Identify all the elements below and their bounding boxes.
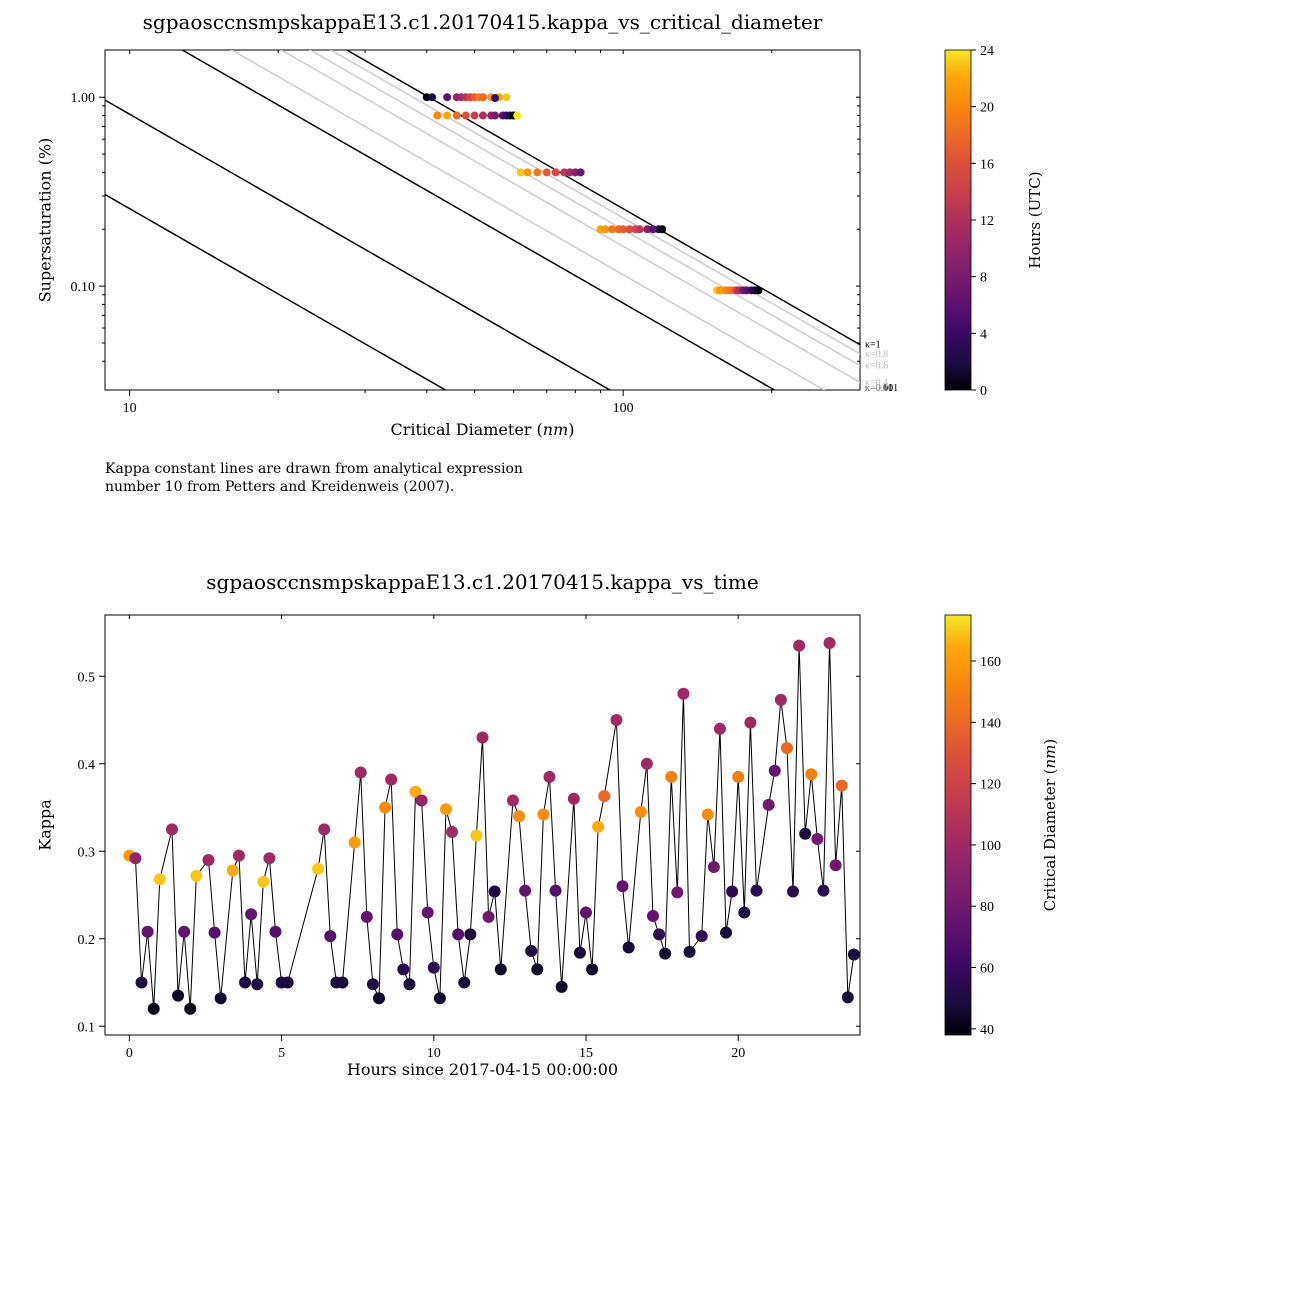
svg-text:40: 40 (980, 1023, 994, 1038)
svg-text:10: 10 (427, 1046, 441, 1061)
chart2-cbar-label-text: Critical Diameter (nm) (1041, 739, 1059, 912)
svg-text:60: 60 (980, 962, 994, 977)
svg-text:0.1: 0.1 (78, 1020, 96, 1035)
svg-text:0.3: 0.3 (78, 845, 96, 860)
svg-text:20: 20 (731, 1046, 745, 1061)
svg-text:0.4: 0.4 (78, 758, 96, 773)
svg-text:15: 15 (579, 1046, 593, 1061)
chart2-xlabel: Hours since 2017-04-15 00:00:00 (105, 1060, 860, 1079)
svg-text:160: 160 (980, 655, 1001, 670)
chart2-ylabel: Kappa (36, 799, 55, 851)
svg-text:0.5: 0.5 (78, 670, 96, 685)
chart2-svg: 0 5 10 15 20 0.1 0.2 0.3 0.4 0.5 40 60 80 100 120 140 16… (0, 0, 1300, 1100)
svg-text:0.2: 0.2 (78, 933, 96, 948)
svg-text:140: 140 (980, 716, 1001, 731)
svg-text:0: 0 (126, 1046, 133, 1061)
svg-text:80: 80 (980, 900, 994, 915)
svg-text:120: 120 (980, 778, 1001, 793)
svg-text:100: 100 (980, 839, 1001, 854)
chart2-cbar-label: Critical Diameter (nm) (1041, 739, 1059, 912)
svg-text:5: 5 (278, 1046, 285, 1061)
